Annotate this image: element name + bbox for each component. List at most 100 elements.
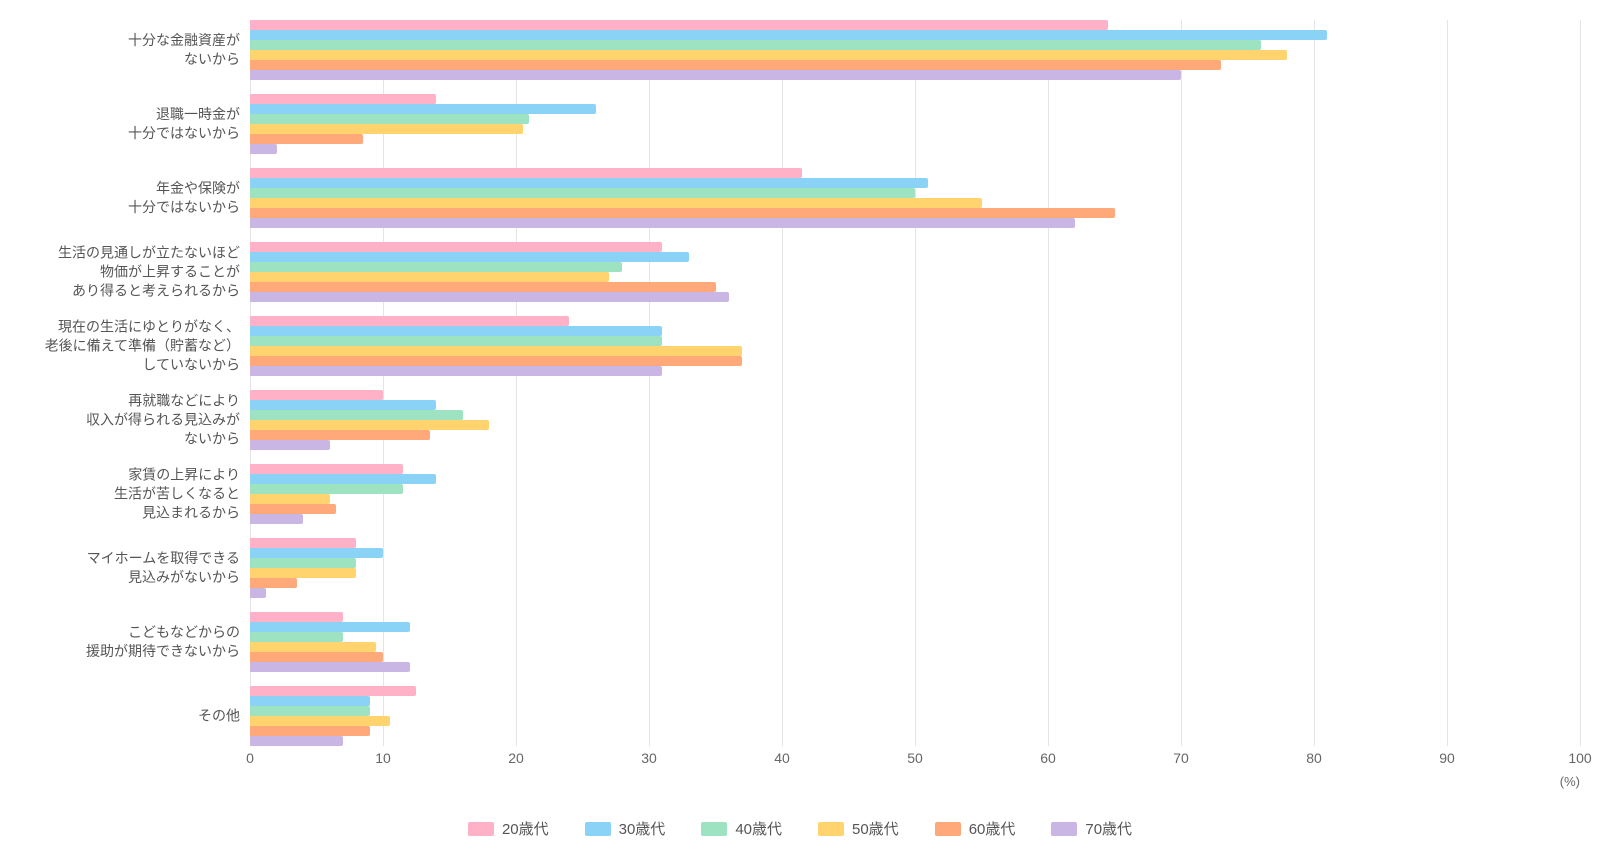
bar-row <box>250 410 1580 420</box>
x-axis-unit-label: (%) <box>1560 774 1580 789</box>
category-label-group: 現在の生活にゆとりがなく、 老後に備えて準備（貯蓄など） していないから <box>20 316 250 376</box>
bar-row <box>250 94 1580 104</box>
x-tick-label: 70 <box>1173 750 1189 766</box>
category-label: こどもなどからの 援助が期待できないから <box>86 623 240 661</box>
bar-group <box>250 390 1580 450</box>
bar-group <box>250 464 1580 524</box>
x-tick-label: 30 <box>641 750 657 766</box>
bar <box>250 726 370 736</box>
bar <box>250 70 1181 80</box>
bar-row <box>250 272 1580 282</box>
bar <box>250 686 416 696</box>
bar-row <box>250 568 1580 578</box>
bar <box>250 114 529 124</box>
bar <box>250 208 1115 218</box>
bar-row <box>250 104 1580 114</box>
bar-row <box>250 538 1580 548</box>
bar-row <box>250 706 1580 716</box>
bar-group <box>250 94 1580 154</box>
x-tick-label: 0 <box>246 750 254 766</box>
bar-row <box>250 504 1580 514</box>
bar-row <box>250 696 1580 706</box>
bar <box>250 558 356 568</box>
y-axis-labels: 十分な金融資産が ないから退職一時金が 十分ではないから年金や保険が 十分ではな… <box>20 20 250 746</box>
bar-row <box>250 622 1580 632</box>
bar <box>250 400 436 410</box>
bar <box>250 504 336 514</box>
bar <box>250 420 489 430</box>
bar-row <box>250 252 1580 262</box>
category-label-group: 家賃の上昇により 生活が苦しくなると 見込まれるから <box>20 464 250 524</box>
bar <box>250 188 915 198</box>
gridline <box>1580 20 1581 746</box>
category-label: 家賃の上昇により 生活が苦しくなると 見込まれるから <box>114 466 240 523</box>
bar-row <box>250 686 1580 696</box>
bar-row <box>250 558 1580 568</box>
bar-row <box>250 178 1580 188</box>
x-tick-label: 50 <box>907 750 923 766</box>
bar <box>250 548 383 558</box>
bar <box>250 494 330 504</box>
bar <box>250 168 802 178</box>
category-label: 年金や保険が 十分ではないから <box>128 179 240 217</box>
bar <box>250 484 403 494</box>
bar-row <box>250 514 1580 524</box>
bar-row <box>250 20 1580 30</box>
bar <box>250 60 1221 70</box>
bar <box>250 40 1261 50</box>
bar <box>250 696 370 706</box>
category-label-group: 生活の見通しが立たないほど 物価が上昇することが あり得ると考えられるから <box>20 242 250 302</box>
bar <box>250 632 343 642</box>
bar-row <box>250 316 1580 326</box>
bar <box>250 30 1327 40</box>
bar-row <box>250 144 1580 154</box>
bar-group <box>250 242 1580 302</box>
bar-row <box>250 134 1580 144</box>
bar <box>250 178 928 188</box>
bar-row <box>250 242 1580 252</box>
bar <box>250 124 523 134</box>
bar <box>250 390 383 400</box>
bar-row <box>250 464 1580 474</box>
plot-area: 十分な金融資産が ないから退職一時金が 十分ではないから年金や保険が 十分ではな… <box>20 20 1580 746</box>
bar-row <box>250 168 1580 178</box>
category-label: 生活の見通しが立たないほど 物価が上昇することが あり得ると考えられるから <box>58 244 240 301</box>
bar <box>250 612 343 622</box>
bar-row <box>250 346 1580 356</box>
bar <box>250 474 436 484</box>
category-label-group: 再就職などにより 収入が得られる見込みが ないから <box>20 390 250 450</box>
bar <box>250 366 662 376</box>
bar-row <box>250 632 1580 642</box>
category-label: マイホームを取得できる 見込みがないから <box>87 549 240 587</box>
bar-row <box>250 282 1580 292</box>
bar-row <box>250 30 1580 40</box>
bar <box>250 292 729 302</box>
x-tick-label: 100 <box>1568 750 1591 766</box>
bar <box>250 716 390 726</box>
bar <box>250 94 436 104</box>
bar <box>250 282 716 292</box>
bar-row <box>250 484 1580 494</box>
bar-group <box>250 686 1580 746</box>
bar-row <box>250 326 1580 336</box>
category-label-group: こどもなどからの 援助が期待できないから <box>20 612 250 672</box>
bar <box>250 578 297 588</box>
bar <box>250 50 1287 60</box>
bar <box>250 336 662 346</box>
bar-row <box>250 60 1580 70</box>
category-label-group: マイホームを取得できる 見込みがないから <box>20 538 250 598</box>
bar-row <box>250 198 1580 208</box>
bar-row <box>250 420 1580 430</box>
bar <box>250 346 742 356</box>
bar-row <box>250 430 1580 440</box>
bar-group <box>250 538 1580 598</box>
category-label: 現在の生活にゆとりがなく、 老後に備えて準備（貯蓄など） していないから <box>45 318 240 375</box>
bar-row <box>250 40 1580 50</box>
bar-row <box>250 114 1580 124</box>
bar-row <box>250 642 1580 652</box>
bar-group <box>250 20 1580 80</box>
bars-area <box>250 20 1580 746</box>
category-label-group: その他 <box>20 686 250 746</box>
category-label: 退職一時金が 十分ではないから <box>128 105 240 143</box>
bar-group <box>250 316 1580 376</box>
